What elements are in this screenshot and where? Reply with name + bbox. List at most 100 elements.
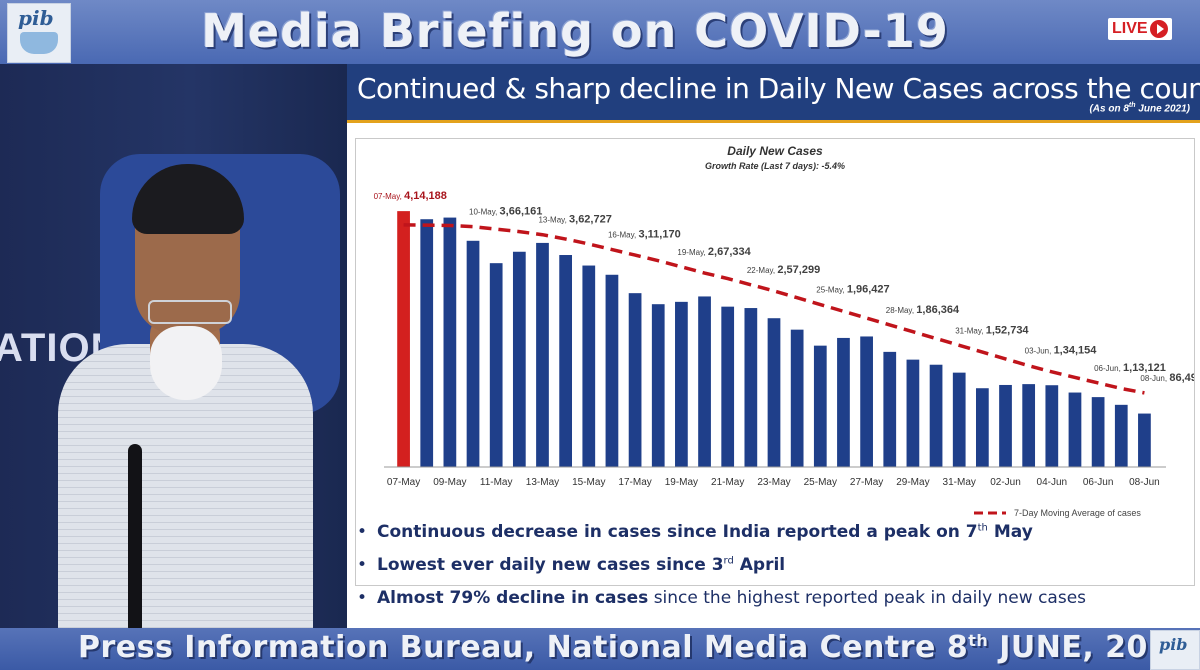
x-tick-23-May: 23-May bbox=[757, 477, 790, 488]
bar-14-May bbox=[559, 255, 573, 467]
data-label-25-May: 25-May, 1,96,427 bbox=[816, 284, 889, 296]
bar-25-May bbox=[813, 345, 827, 467]
bar-16-May bbox=[605, 274, 619, 467]
data-label-value: 1,86,364 bbox=[916, 304, 960, 316]
bar-26-May bbox=[837, 337, 850, 467]
data-label-date: 31-May, bbox=[955, 326, 986, 335]
bullet-bold: Continuous decrease in cases since India… bbox=[377, 522, 978, 542]
data-label-13-May: 13-May, 3,62,727 bbox=[538, 214, 611, 226]
broadcast-title: Media Briefing on COVID-19 bbox=[201, 4, 949, 58]
bar-17-May bbox=[628, 293, 642, 467]
data-label-date: 16-May, bbox=[608, 231, 639, 240]
data-label-date: 19-May, bbox=[677, 248, 708, 257]
slide-date-sup: th bbox=[1128, 102, 1136, 109]
chart-legend: 7-Day Moving Average of cases bbox=[974, 508, 1141, 518]
data-label-date: 06-Jun, bbox=[1094, 364, 1123, 373]
slide-date: (As on 8th June 2021) bbox=[1089, 102, 1190, 114]
x-tick-13-May: 13-May bbox=[526, 477, 559, 488]
bar-13-May bbox=[536, 242, 549, 467]
data-label-value: 4,14,188 bbox=[404, 190, 447, 202]
x-tick-06-Jun: 06-Jun bbox=[1083, 477, 1114, 488]
data-label-06-Jun: 06-Jun, 1,13,121 bbox=[1094, 362, 1166, 374]
live-badge: LIVE bbox=[1108, 18, 1172, 40]
pib-logo-text: pib bbox=[18, 6, 54, 30]
bar-28-May bbox=[883, 351, 897, 467]
bar-05-Jun bbox=[1068, 392, 1082, 467]
data-label-22-May: 22-May, 2,57,299 bbox=[747, 264, 820, 276]
data-label-date: 28-May, bbox=[886, 306, 917, 315]
legend-label: 7-Day Moving Average of cases bbox=[1014, 508, 1141, 518]
bar-04-Jun bbox=[1045, 385, 1059, 467]
slide-header: Continued & sharp decline in Daily New C… bbox=[347, 64, 1200, 123]
x-tick-19-May: 19-May bbox=[665, 477, 698, 488]
bullet-item: • Almost 79% decline in cases since the h… bbox=[357, 588, 1086, 616]
data-label-date: 10-May, bbox=[469, 208, 500, 217]
bar-11-May bbox=[489, 263, 503, 467]
glasses bbox=[148, 300, 232, 324]
bar-15-May bbox=[582, 265, 596, 467]
bullet-item: • Continuous decrease in cases since Indi… bbox=[357, 522, 1033, 550]
bar-21-May bbox=[721, 306, 735, 467]
footer-caption: Press Information Bureau, National Media… bbox=[78, 630, 1191, 665]
x-tick-04-Jun: 04-Jun bbox=[1037, 477, 1068, 488]
chart-title: Daily New Cases bbox=[727, 144, 823, 158]
data-label-date: 08-Jun, bbox=[1140, 374, 1169, 383]
bar-23-May bbox=[767, 318, 781, 467]
bar-09-May bbox=[443, 217, 457, 467]
data-label-value: 1,96,427 bbox=[847, 284, 890, 296]
bar-07-May bbox=[397, 211, 410, 467]
bullet-dot: • bbox=[357, 555, 368, 575]
footer-text-main: Press Information Bureau, National Media… bbox=[78, 630, 969, 665]
bar-02-Jun bbox=[999, 384, 1012, 467]
data-label-value: 2,67,334 bbox=[708, 246, 752, 258]
bullet-sup: th bbox=[977, 522, 988, 534]
top-banner: pib Media Briefing on COVID-19 LIVE bbox=[0, 0, 1200, 64]
bar-27-May bbox=[860, 336, 873, 467]
bullet-dot: • bbox=[357, 588, 368, 608]
bar-19-May bbox=[675, 301, 688, 467]
x-tick-15-May: 15-May bbox=[572, 477, 605, 488]
data-label-value: 3,66,161 bbox=[500, 206, 543, 218]
data-label-date: 03-Jun, bbox=[1025, 347, 1054, 356]
x-tick-17-May: 17-May bbox=[618, 477, 651, 488]
x-tick-11-May: 11-May bbox=[480, 477, 513, 488]
microphone bbox=[128, 444, 142, 628]
bullet-bold-after: April bbox=[733, 555, 786, 575]
bullet-sup: rd bbox=[723, 555, 734, 567]
data-label-date: 07-May, bbox=[374, 192, 405, 201]
data-label-value: 3,62,727 bbox=[569, 214, 612, 226]
footer-text-sup: th bbox=[968, 631, 989, 650]
moving-average-group bbox=[403, 223, 1145, 395]
data-label-19-May: 19-May, 2,67,334 bbox=[677, 246, 751, 258]
data-label-03-Jun: 03-Jun, 1,34,154 bbox=[1025, 345, 1098, 357]
data-label-value: 1,34,154 bbox=[1054, 345, 1098, 357]
bar-12-May bbox=[512, 251, 526, 467]
moving-average-line bbox=[403, 223, 1145, 395]
x-tick-09-May: 09-May bbox=[433, 477, 466, 488]
bar-07-Jun bbox=[1114, 404, 1128, 467]
footer-pib-logo: pib bbox=[1150, 630, 1200, 670]
data-label-31-May: 31-May, 1,52,734 bbox=[955, 324, 1029, 336]
mask-icon bbox=[20, 32, 58, 54]
data-label-date: 25-May, bbox=[816, 286, 847, 295]
bar-08-May bbox=[420, 219, 434, 467]
bullet-item: • Lowest ever daily new cases since 3rd A… bbox=[357, 555, 785, 583]
x-tick-27-May: 27-May bbox=[850, 477, 883, 488]
speaker-video: ATIONA bbox=[0, 64, 347, 628]
data-label-08-Jun: 08-Jun, 86,498 bbox=[1140, 372, 1194, 384]
x-tick-25-May: 25-May bbox=[804, 477, 837, 488]
data-label-date: 13-May, bbox=[538, 216, 569, 225]
bar-24-May bbox=[790, 329, 804, 467]
data-label-value: 3,11,170 bbox=[638, 229, 680, 241]
bar-31-May bbox=[952, 372, 966, 467]
data-label-28-May: 28-May, 1,86,364 bbox=[886, 304, 960, 316]
bullet-bold: Lowest ever daily new cases since 3 bbox=[377, 555, 724, 575]
bar-22-May bbox=[744, 308, 758, 467]
x-tick-group: 07-May 09-May 11-May 13-May 15-May 17-May 19-M… bbox=[387, 477, 1160, 488]
bar-18-May bbox=[651, 304, 665, 467]
data-label-16-May: 16-May, 3,11,170 bbox=[608, 229, 681, 241]
bar-group bbox=[397, 211, 1151, 467]
data-label-group: 07-May, 4,14,188 10-May, 3,66,16113-May, … bbox=[374, 190, 1200, 384]
face-mask bbox=[150, 326, 222, 400]
pib-logo: pib bbox=[7, 3, 71, 63]
